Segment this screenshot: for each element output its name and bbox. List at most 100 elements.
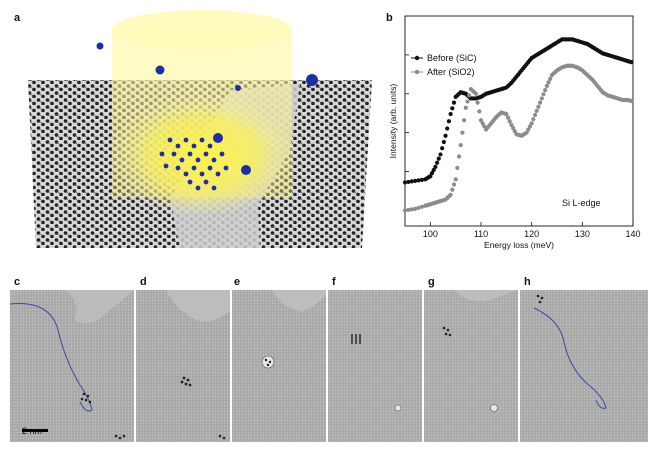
micrograph-g <box>424 290 518 442</box>
eels-spectrum-chart: 100 110 120 130 140 Energy loss (meV) Intens… <box>388 15 641 250</box>
data-point <box>507 119 512 124</box>
data-point <box>524 130 529 135</box>
panel-letter-a: a <box>14 12 21 24</box>
data-point <box>536 104 541 109</box>
x-axis-title: Energy loss (meV) <box>484 240 554 250</box>
data-point <box>463 105 468 110</box>
sputtered-atoms <box>96 42 318 175</box>
x-axis-ticks: 100 110 120 130 140 <box>423 222 641 239</box>
plot-frame <box>404 15 634 227</box>
y-axis-ticks <box>405 54 409 211</box>
data-point <box>434 160 440 165</box>
series-layer <box>402 37 634 213</box>
data-point <box>510 125 516 131</box>
data-point <box>453 177 458 182</box>
data-point <box>413 178 418 183</box>
x-tick-label: 140 <box>625 229 640 239</box>
micrograph-d <box>136 290 230 442</box>
data-point <box>467 93 472 98</box>
data-point <box>419 177 424 182</box>
data-point <box>438 152 443 157</box>
data-point <box>531 117 536 122</box>
panel-letter-h: h <box>524 276 531 288</box>
data-point <box>446 119 452 124</box>
data-point <box>541 92 546 97</box>
data-point <box>402 208 408 213</box>
micrograph-e <box>232 290 326 442</box>
x-tick-label: 100 <box>423 229 438 239</box>
data-point <box>465 99 470 104</box>
data-point <box>482 124 487 129</box>
series-1 <box>402 63 634 213</box>
data-point <box>539 96 544 101</box>
data-point <box>436 156 441 161</box>
data-point <box>443 133 448 138</box>
data-point <box>406 207 411 213</box>
x-tick-label: 130 <box>575 229 590 239</box>
data-point <box>512 129 517 134</box>
data-point <box>629 60 634 65</box>
data-point <box>462 118 467 123</box>
data-point <box>416 205 421 210</box>
data-point <box>431 167 436 173</box>
series-0 <box>402 37 634 185</box>
x-tick-label: 110 <box>474 229 488 239</box>
data-point <box>413 206 418 211</box>
data-point <box>477 109 482 114</box>
data-point <box>532 112 538 118</box>
data-point <box>478 118 484 123</box>
beam-top <box>112 10 292 50</box>
data-point <box>409 207 414 212</box>
x-tick-label: 120 <box>524 229 539 239</box>
data-point <box>429 171 435 176</box>
panel-letter-g: g <box>428 276 435 288</box>
si-l-edge-annotation: Si L-edge <box>562 198 601 208</box>
panel-letter-e: e <box>234 276 241 288</box>
data-point <box>416 178 421 183</box>
panel-letter-b: b <box>386 12 393 24</box>
data-point <box>419 204 424 209</box>
legend-label-after: After (SiO2) <box>427 67 475 77</box>
data-point <box>455 165 460 171</box>
graphene-sheet-illustration <box>28 10 372 248</box>
spectrum-panel-b: 100 110 120 130 140 Energy loss (meV) Intens… <box>380 0 660 260</box>
data-point <box>451 182 457 187</box>
data-point <box>448 192 453 197</box>
silicon-atoms <box>159 137 229 191</box>
beam-spot <box>110 93 294 217</box>
scale-bar <box>22 429 48 432</box>
data-point <box>548 76 553 81</box>
data-point <box>527 124 533 129</box>
data-point <box>440 146 445 151</box>
panel-letter-c: c <box>14 276 21 288</box>
data-point <box>458 143 463 148</box>
data-point <box>538 100 543 105</box>
data-point <box>505 115 511 120</box>
legend: Before (SiC) After (SiO2) <box>411 53 477 77</box>
data-point <box>456 154 462 159</box>
data-point <box>450 187 455 192</box>
data-point <box>534 108 539 113</box>
y-axis-title: Intensity (arb. units) <box>388 84 398 159</box>
panel-letter-f: f <box>332 276 336 288</box>
micrograph-c <box>10 290 134 442</box>
data-point <box>509 122 514 127</box>
data-point <box>529 121 534 126</box>
data-point <box>445 126 450 131</box>
legend-marker-after <box>414 69 420 75</box>
data-point <box>406 179 411 185</box>
data-point <box>433 164 438 169</box>
legend-marker-before <box>414 55 420 61</box>
panel-letter-d: d <box>140 276 147 288</box>
data-point <box>441 139 446 145</box>
data-point <box>450 106 455 111</box>
data-point <box>544 83 549 89</box>
data-point <box>409 179 414 184</box>
data-point <box>546 80 551 85</box>
data-point <box>504 111 509 117</box>
micrograph-f <box>328 290 422 442</box>
data-point <box>480 121 485 126</box>
data-point <box>475 100 480 105</box>
data-point <box>629 98 634 104</box>
illustration-panel-a <box>0 0 380 260</box>
